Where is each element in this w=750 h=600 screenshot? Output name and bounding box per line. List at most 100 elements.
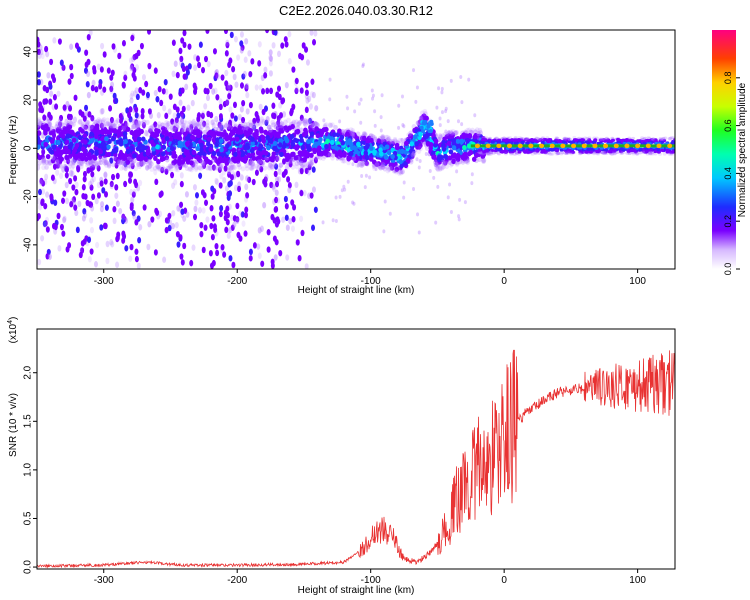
- spectrogram-cell: [150, 124, 155, 130]
- spectrogram-cell: [540, 136, 545, 140]
- spectrogram-cell: [37, 144, 41, 150]
- spectrogram-cell: [205, 126, 211, 132]
- spectrogram-cell: [56, 163, 61, 169]
- spectrogram-peak-cell: [528, 143, 534, 149]
- spectrogram-cell: [448, 149, 454, 155]
- spectrogram-cell: [350, 131, 355, 137]
- spectrogram-cell: [45, 118, 50, 124]
- spectrogram-cell: [297, 119, 303, 126]
- spectrogram-cell: [440, 90, 444, 95]
- spectrogram-cell: [44, 164, 50, 170]
- spectrogram-cell: [397, 137, 403, 143]
- spectrogram-cell: [136, 120, 142, 126]
- spectrogram-cell: [268, 162, 273, 168]
- spectrogram-cell: [106, 67, 111, 74]
- spectrogram-cell: [438, 164, 443, 171]
- spectrogram-cell: [203, 103, 208, 110]
- spectrogram-cell: [433, 162, 439, 168]
- spectrogram-cell: [187, 63, 192, 70]
- spectrogram-cell: [214, 177, 219, 185]
- spectrogram-cell: [144, 129, 149, 137]
- spectrogram-cell: [313, 121, 318, 127]
- spectrogram-cell: [107, 138, 112, 145]
- spectrogram-cell: [255, 116, 260, 124]
- spectrogram-cell: [424, 115, 429, 121]
- spectrogram-cell: [239, 82, 244, 89]
- spectrogram-cell: [174, 131, 179, 137]
- spectrogram-cell: [361, 135, 367, 141]
- spectrogram-cell: [130, 160, 135, 166]
- spectrogram-cell: [240, 151, 246, 157]
- spectrogram-cell: [48, 114, 53, 121]
- spectrogram-cell: [292, 204, 297, 211]
- spectrogram-cell: [283, 36, 288, 43]
- spectrogram-cell: [251, 122, 256, 128]
- spectrogram-cell: [41, 158, 46, 164]
- snr-y-ticks: 0.00.51.01.52.0: [23, 365, 37, 574]
- spectrogram-cell: [106, 151, 112, 158]
- spectrogram-cell: [140, 113, 145, 120]
- spectrogram-cell: [364, 173, 368, 178]
- spectrogram-cell: [470, 172, 474, 177]
- spectrogram-cell: [342, 158, 347, 164]
- spectrogram-cell: [45, 226, 50, 233]
- spectrogram-cell: [474, 127, 480, 133]
- spectrogram-cell: [57, 245, 62, 252]
- spectrogram-cell: [294, 86, 299, 93]
- spectrogram-cell: [284, 81, 289, 89]
- spectrogram-cell: [185, 69, 190, 76]
- spectrogram-cell: [327, 152, 333, 158]
- spectrogram-cell: [135, 122, 140, 129]
- spectrogram-cell: [68, 105, 73, 112]
- spectrogram-cell: [244, 196, 249, 203]
- spectrogram-cell: [405, 157, 411, 163]
- spectrogram-cell: [467, 77, 471, 82]
- spectrogram-cell: [37, 124, 41, 130]
- spectrogram-cell: [311, 166, 316, 173]
- spectrogram-cell: [390, 139, 396, 145]
- spectrogram-cell: [383, 199, 387, 204]
- spectrogram-cell: [273, 170, 278, 178]
- spectrogram-cell: [216, 126, 222, 132]
- spectrogram-cell: [140, 160, 145, 167]
- spectrogram-cell: [333, 124, 338, 131]
- spectrogram-cell: [248, 122, 254, 128]
- spectrogram-cell: [92, 65, 97, 72]
- spectrogram-cell: [134, 255, 139, 263]
- spectrogram-cell: [71, 158, 76, 164]
- spectrogram-cell: [43, 202, 48, 210]
- spectrogram-cell: [284, 203, 289, 210]
- spectrogram-cell: [328, 97, 332, 102]
- spectrogram-cell: [166, 165, 172, 171]
- spectrogram-cell: [164, 120, 169, 126]
- spectrogram-cell: [456, 119, 460, 124]
- spectrogram-peak-cell: [496, 143, 502, 149]
- spectrogram-cell: [361, 131, 367, 137]
- spectrogram-cell: [98, 149, 103, 155]
- spectrogram-cell: [77, 200, 82, 208]
- spectrogram-cell: [418, 145, 423, 152]
- spectrogram-cell: [134, 121, 139, 127]
- spectrogram-cell: [220, 244, 225, 251]
- spectrogram-cell: [87, 111, 92, 118]
- spectrogram-cell: [136, 185, 141, 192]
- spectrogram-cell: [382, 229, 386, 234]
- spectrogram-cell: [220, 124, 226, 130]
- spectrogram-cell: [173, 166, 179, 172]
- spectrogram-cell: [165, 165, 171, 171]
- spectrogram-cell: [280, 42, 285, 49]
- spectrogram-cell: [94, 197, 99, 205]
- spectrogram-cell: [348, 127, 354, 133]
- spectrogram-cell: [398, 170, 404, 176]
- spectrogram-cell: [428, 169, 432, 174]
- spectrogram-cell: [454, 129, 459, 136]
- spectrogram-cell: [255, 120, 261, 126]
- spectrogram-cell: [180, 87, 185, 94]
- spectrogram-cell: [303, 121, 308, 127]
- spectrogram-cell: [210, 193, 215, 200]
- spectrogram-cell: [360, 161, 366, 167]
- spectrogram-cell: [110, 241, 115, 248]
- spectrogram-cell: [323, 122, 329, 128]
- spectrogram-cell: [239, 31, 244, 38]
